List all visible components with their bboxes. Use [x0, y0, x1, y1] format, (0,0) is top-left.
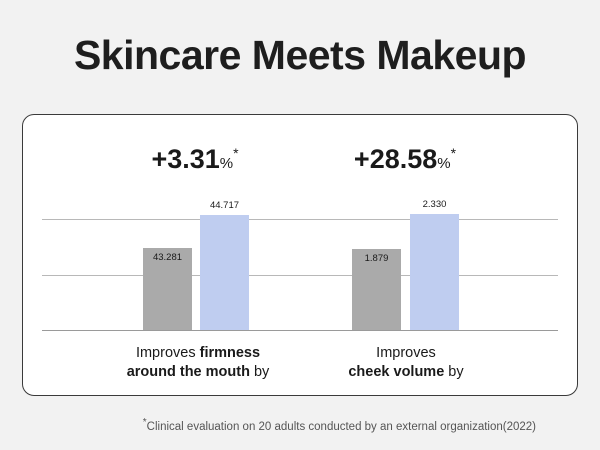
chart-1-headline: +3.31%*	[151, 144, 239, 174]
chart-2-caption: Improves cheek volume by	[348, 345, 464, 380]
footnote: *Clinical evaluation on 20 adults conduc…	[142, 417, 536, 433]
gridline-baseline	[42, 330, 558, 331]
chart-1-bar-before	[143, 248, 192, 330]
gridline-middle	[42, 275, 558, 276]
page-title: Skincare Meets Makeup	[73, 32, 527, 78]
gridline-top	[42, 219, 558, 220]
chart-1-bar-after	[200, 215, 249, 330]
chart-1-value-label-after: 44.717	[209, 200, 240, 212]
chart-2-bar-before	[352, 248, 401, 330]
chart-2-bar-after	[410, 213, 459, 330]
chart-2-value-label-after: 2.330	[422, 198, 447, 210]
chart-1-caption: Improves firmness around the mouth by	[126, 345, 270, 380]
chart-2-value-label-before: 1.879	[364, 252, 389, 264]
chart-card	[22, 114, 578, 396]
chart-2-headline: +28.58%*	[353, 144, 457, 174]
chart-1-value-label-before: 43.281	[152, 252, 183, 264]
